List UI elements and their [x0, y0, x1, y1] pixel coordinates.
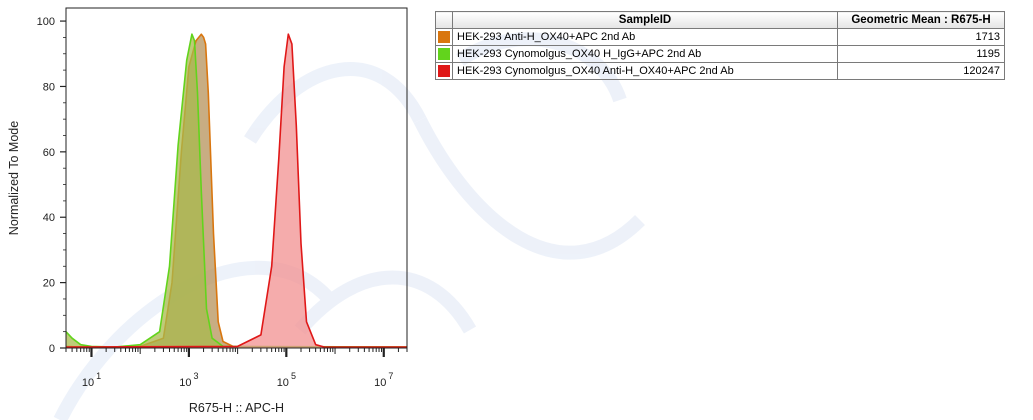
x-tick-label: 101 [82, 371, 101, 389]
table-header-row: SampleID Geometric Mean : R675-H [435, 11, 1005, 29]
series-line-0 [65, 33, 407, 348]
geometric-mean-value: 1195 [837, 45, 1005, 63]
color-swatch-orange [438, 31, 450, 44]
series-fill-2 [66, 34, 407, 348]
x-axis-title: R675-H :: APC-H [189, 401, 284, 415]
series-line-1 [65, 33, 408, 348]
y-tick-label: 40 [43, 212, 55, 224]
series-fill-0 [66, 34, 407, 348]
table-header-geometric-mean: Geometric Mean : R675-H [837, 11, 1005, 29]
y-tick-label: 60 [43, 147, 55, 159]
y-tick-label: 80 [43, 81, 55, 93]
sample-name: HEK-293 Cynomolgus_OX40 Anti-H_OX40+APC … [452, 62, 838, 80]
color-swatch-green [438, 48, 450, 61]
geometric-mean-value: 1713 [837, 28, 1005, 46]
y-tick-label: 20 [43, 278, 55, 290]
series-layer [65, 33, 408, 348]
sample-name: HEK-293 Anti-H_OX40+APC 2nd Ab [452, 28, 838, 46]
color-swatch-red [438, 65, 450, 78]
table-row: HEK-293 Cynomolgus_OX40 Anti-H_OX40+APC … [435, 62, 1005, 80]
table-row: HEK-293 Anti-H_OX40+APC 2nd Ab 1713 [435, 28, 1005, 46]
x-tick-label: 105 [277, 371, 296, 389]
sample-table: SampleID Geometric Mean : R675-H HEK-293… [435, 11, 1005, 80]
table-header-swatch [435, 11, 453, 29]
y-tick-label: 100 [37, 16, 55, 28]
geometric-mean-value: 120247 [837, 62, 1005, 80]
x-tick-label: 103 [179, 371, 198, 389]
table-header-sample-id: SampleID [452, 11, 838, 29]
x-tick-label: 107 [374, 371, 393, 389]
series-line-2 [65, 33, 407, 348]
y-axis-title: Normalized To Mode [7, 121, 21, 235]
series-fill-1 [66, 34, 407, 348]
plot-frame [65, 7, 408, 349]
y-tick-label: 0 [49, 343, 55, 355]
table-row: HEK-293 Cynomolgus_OX40 H_IgG+APC 2nd Ab… [435, 45, 1005, 63]
sample-name: HEK-293 Cynomolgus_OX40 H_IgG+APC 2nd Ab [452, 45, 838, 63]
